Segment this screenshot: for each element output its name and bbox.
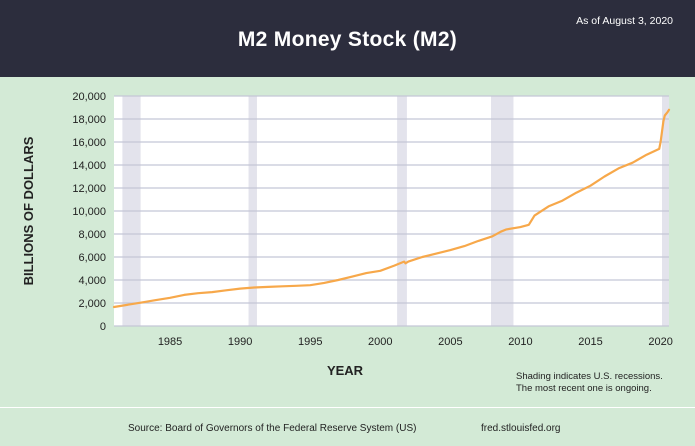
line-chart: 0 2,000 4,000 6,000 8,000 10,000 12,000 14,000 1… <box>21 91 673 378</box>
footer: Source: Board of Governors of the Federa… <box>0 407 695 446</box>
recession-note-line-1: Shading indicates U.S. recessions. <box>516 371 663 382</box>
y-tick-label: 10,000 <box>72 206 106 218</box>
recession-note: Shading indicates U.S. recessions. The m… <box>516 371 691 395</box>
y-tick-label: 12,000 <box>72 183 106 195</box>
series-line-m2 <box>112 108 671 309</box>
y-tick-label: 8,000 <box>78 229 106 241</box>
x-tick-label: 1995 <box>298 336 322 348</box>
source-text: Source: Board of Governors of the Federa… <box>128 423 417 434</box>
y-axis-title: BILLIONS OF DOLLARS <box>21 136 36 285</box>
x-tick-label: 2015 <box>578 336 602 348</box>
x-axis-title: YEAR <box>327 363 364 378</box>
header-bar: As of August 3, 2020 M2 Money Stock (M2) <box>0 0 695 77</box>
y-tick-label: 4,000 <box>78 275 106 287</box>
y-tick-label: 16,000 <box>72 137 106 149</box>
y-tick-label: 14,000 <box>72 160 106 172</box>
y-tick-label: 6,000 <box>78 252 106 264</box>
site-link[interactable]: fred.stlouisfed.org <box>481 423 561 434</box>
x-tick-label: 1985 <box>158 336 182 348</box>
chart-area: 0 2,000 4,000 6,000 8,000 10,000 12,000 14,000 1… <box>0 77 695 407</box>
x-tick-label: 2000 <box>368 336 392 348</box>
recession-note-line-2: The most recent one is ongoing. <box>516 383 652 394</box>
x-tick-label: 2005 <box>438 336 462 348</box>
as-of-date: As of August 3, 2020 <box>576 15 673 27</box>
y-tick-label: 0 <box>100 321 106 333</box>
x-tick-label: 1990 <box>228 336 252 348</box>
y-tick-label: 18,000 <box>72 114 106 126</box>
x-tick-label: 2020 <box>648 336 672 348</box>
y-tick-label: 2,000 <box>78 298 106 310</box>
y-tick-label: 20,000 <box>72 91 106 103</box>
x-tick-label: 2010 <box>508 336 532 348</box>
chart-title: M2 Money Stock (M2) <box>237 28 458 51</box>
